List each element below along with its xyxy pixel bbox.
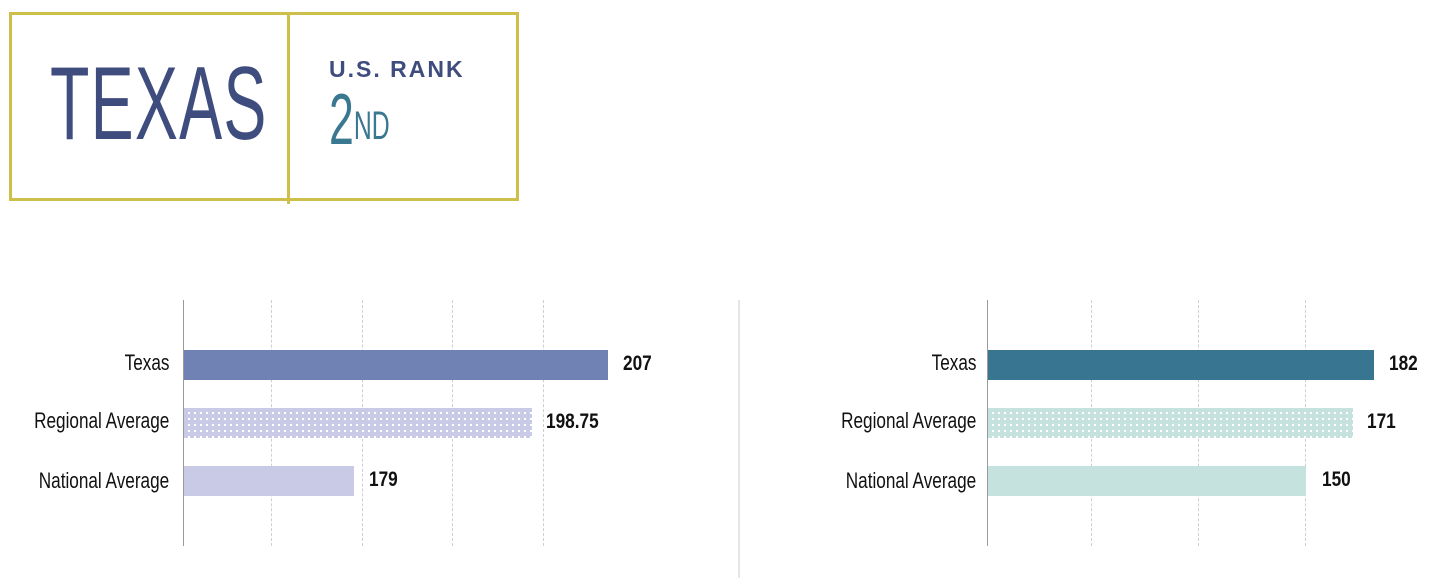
chart-right: Texas Regional Average National Average … (740, 300, 1450, 546)
header-divider (287, 12, 290, 204)
state-header-frame (9, 12, 519, 201)
state-name: TEXAS (50, 46, 268, 162)
bar-texas (184, 350, 608, 380)
bar-national-average (184, 466, 354, 496)
bar-regional-average (988, 408, 1353, 438)
category-label: National Average (38, 468, 169, 493)
y-axis (987, 300, 988, 546)
category-label: National Average (845, 468, 976, 493)
bar-regional-average (184, 408, 532, 438)
y-axis (183, 300, 184, 546)
value-label: 182 (1389, 352, 1418, 375)
charts-divider (738, 300, 740, 578)
value-label: 198.75 (546, 410, 599, 433)
gridline (543, 300, 544, 546)
rank-number: 2 (329, 80, 354, 160)
category-label: Regional Average (33, 408, 169, 433)
category-label: Texas (124, 350, 169, 375)
rank-suffix: ND (353, 104, 390, 148)
rank-value: 2ND (329, 84, 390, 156)
value-label: 150 (1322, 468, 1351, 491)
bar-national-average (988, 466, 1306, 496)
rank-label: U.S. RANK (329, 56, 465, 82)
value-label: 207 (623, 352, 652, 375)
category-label: Regional Average (840, 408, 976, 433)
value-label: 179 (369, 468, 398, 491)
bar-texas (988, 350, 1374, 380)
value-label: 171 (1367, 410, 1396, 433)
chart-left: Texas Regional Average National Average … (0, 300, 738, 546)
category-label: Texas (931, 350, 976, 375)
